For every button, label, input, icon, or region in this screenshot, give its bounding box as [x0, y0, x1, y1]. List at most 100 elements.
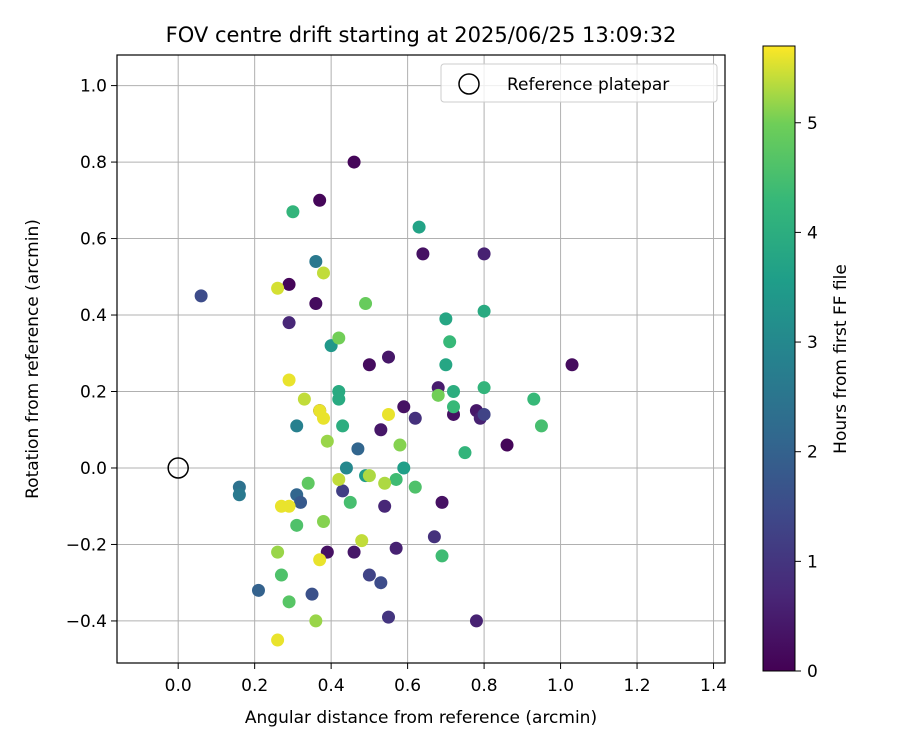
data-point: [343, 495, 357, 509]
data-point: [477, 247, 491, 261]
data-point: [332, 392, 346, 406]
data-point: [458, 446, 472, 460]
data-point: [359, 297, 373, 311]
y-tick-label: 1.0: [80, 77, 107, 97]
colorbar-tick-label: 0: [807, 662, 818, 682]
data-point: [282, 595, 296, 609]
data-point: [320, 434, 334, 448]
data-point: [305, 587, 319, 601]
data-point: [427, 530, 441, 544]
reference-platepar-marker: [167, 457, 189, 479]
data-point: [347, 545, 361, 559]
data-point: [527, 392, 541, 406]
data-point: [397, 461, 411, 475]
x-tick-label: 1.0: [547, 676, 574, 696]
colorbar-label: Hours from first FF file: [831, 264, 851, 454]
data-point: [381, 407, 395, 421]
data-point: [194, 289, 208, 303]
x-axis-label: Angular distance from reference (arcmin): [245, 708, 597, 728]
data-point: [290, 518, 304, 532]
data-point: [412, 220, 426, 234]
data-point: [297, 392, 311, 406]
data-point: [282, 316, 296, 330]
y-tick-label: 0.0: [80, 459, 107, 479]
colorbar-tick-label: 1: [807, 552, 818, 572]
data-point: [477, 304, 491, 318]
data-point: [565, 358, 579, 372]
data-point: [309, 614, 323, 628]
data-point: [477, 381, 491, 395]
data-point: [286, 205, 300, 219]
data-point: [336, 484, 350, 498]
data-point: [271, 545, 285, 559]
data-point: [469, 614, 483, 628]
data-points: [167, 155, 579, 647]
data-point: [332, 331, 346, 345]
data-point: [378, 476, 392, 490]
data-point: [397, 400, 411, 414]
legend: Reference platepar: [440, 63, 718, 103]
x-tick-label: 0.6: [394, 676, 421, 696]
data-point: [316, 266, 330, 280]
colorbar-tick-label: 4: [807, 223, 818, 243]
data-point: [435, 495, 449, 509]
data-point: [362, 358, 376, 372]
data-point: [282, 277, 296, 291]
data-point: [271, 633, 285, 647]
data-point: [282, 499, 296, 513]
data-point: [309, 254, 323, 268]
y-tick-label: 0.4: [80, 306, 107, 326]
data-point: [393, 438, 407, 452]
chart-title: FOV centre drift starting at 2025/06/25 …: [166, 23, 677, 47]
data-point: [416, 247, 430, 261]
data-point: [381, 610, 395, 624]
colorbar: 0 1 2 3 4 5 Hours from first FF file: [762, 45, 851, 682]
data-point: [389, 472, 403, 486]
data-point: [439, 312, 453, 326]
data-point: [316, 411, 330, 425]
x-axis-ticks: 0.0 0.2 0.4 0.6 0.8 1.0 1.2 1.4: [165, 663, 727, 696]
data-point: [443, 335, 457, 349]
data-point: [347, 155, 361, 169]
colorbar-ticks: 0 1 2 3 4 5: [795, 114, 818, 682]
data-point: [500, 438, 514, 452]
data-point: [408, 480, 422, 494]
data-point: [435, 549, 449, 563]
x-tick-label: 0.2: [241, 676, 268, 696]
data-point: [447, 400, 461, 414]
data-point: [378, 499, 392, 513]
data-point: [351, 442, 365, 456]
data-point: [282, 373, 296, 387]
legend-box: [440, 63, 718, 103]
y-tick-label: −0.2: [66, 535, 107, 555]
legend-marker-icon: [458, 73, 480, 95]
data-point: [355, 534, 369, 548]
data-point: [339, 461, 353, 475]
colorbar-tick-label: 3: [807, 333, 818, 353]
x-tick-label: 1.4: [700, 676, 727, 696]
data-point: [408, 411, 422, 425]
colorbar-gradient: [762, 45, 796, 672]
y-tick-label: 0.6: [80, 230, 107, 250]
data-point: [362, 568, 376, 582]
y-tick-label: 0.8: [80, 153, 107, 173]
data-point: [374, 576, 388, 590]
data-point: [274, 568, 288, 582]
y-tick-label: 0.2: [80, 383, 107, 403]
x-tick-label: 1.2: [624, 676, 651, 696]
data-point: [447, 385, 461, 399]
data-point: [232, 488, 246, 502]
data-point: [477, 407, 491, 421]
data-point: [290, 419, 304, 433]
data-point: [294, 495, 308, 509]
data-point: [301, 476, 315, 490]
x-tick-label: 0.0: [165, 676, 192, 696]
plot-frame: [116, 54, 726, 664]
legend-label: Reference platepar: [507, 75, 669, 95]
colorbar-tick-label: 5: [807, 114, 818, 134]
data-point: [534, 419, 548, 433]
data-point: [336, 419, 350, 433]
y-tick-label: −0.4: [66, 612, 107, 632]
grid-lines: [117, 55, 725, 663]
